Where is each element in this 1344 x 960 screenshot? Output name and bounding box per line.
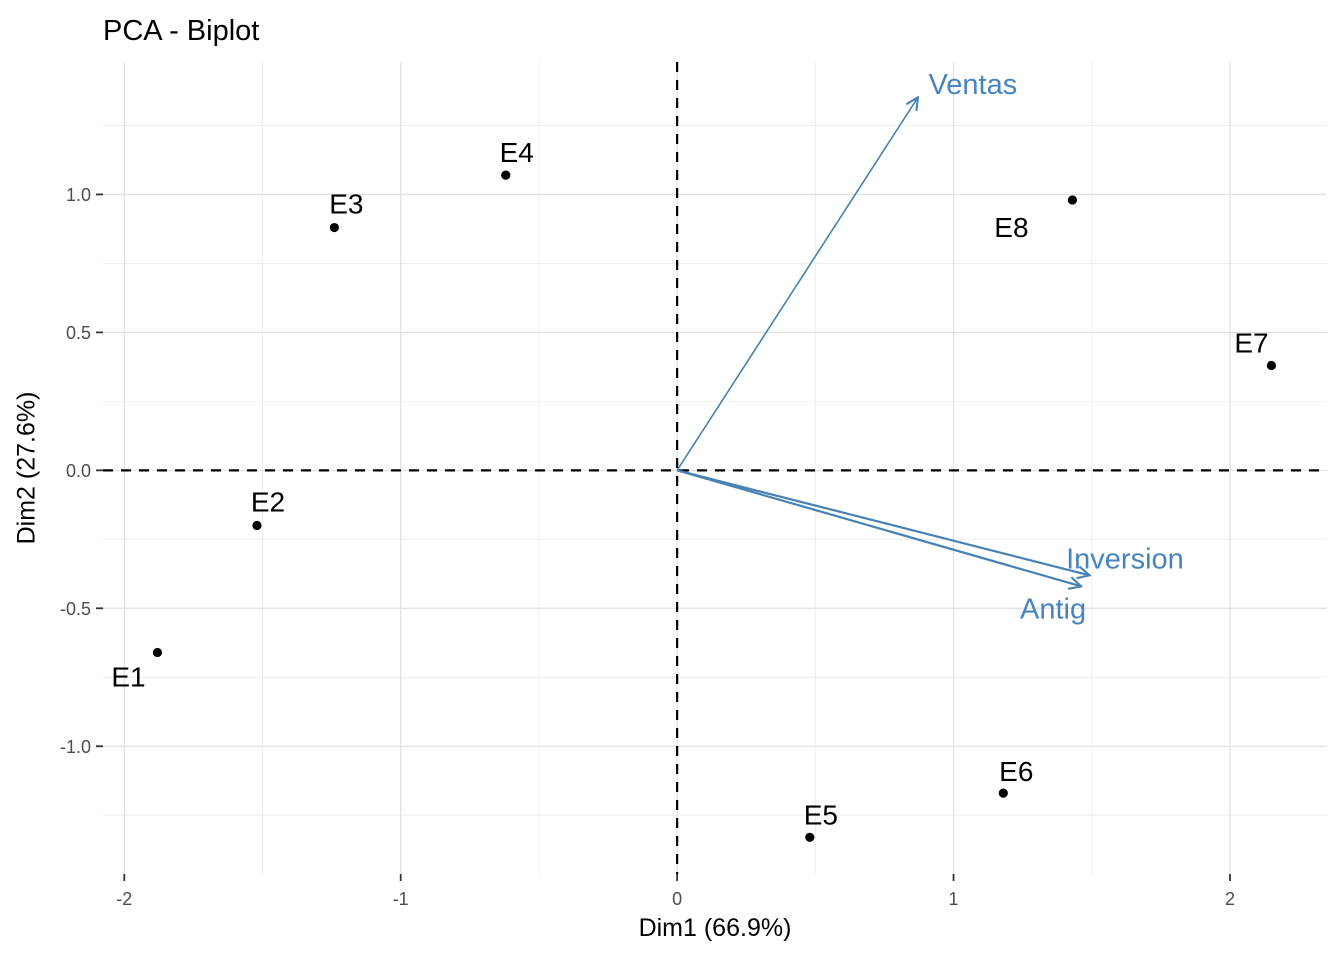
x-tick-label: 1	[949, 889, 959, 909]
data-point-e8	[1067, 195, 1078, 205]
x-tick-label: 2	[1225, 889, 1235, 909]
x-axis-title: Dim1 (66.9%)	[638, 914, 792, 942]
loading-arrow-inversion	[676, 469, 1089, 575]
point-label-e8: E8	[994, 212, 1028, 243]
data-point-e7	[1266, 360, 1277, 371]
point-label-e1: E1	[111, 661, 145, 692]
plot-title: PCA - Biplot	[103, 15, 260, 47]
loading-arrow-label-ventas: Ventas	[929, 69, 1018, 101]
y-tick-label: 0.0	[66, 461, 91, 481]
y-tick-label: -0.5	[60, 599, 91, 619]
loading-arrow-antig	[676, 469, 1081, 586]
data-point-e6	[998, 788, 1008, 798]
data-point-e5	[805, 832, 815, 842]
data-point-e2	[252, 520, 262, 531]
point-label-e2: E2	[251, 487, 285, 518]
y-tick-label: 1.0	[66, 185, 91, 205]
y-tick-label: 0.5	[66, 323, 91, 343]
data-point-e3	[329, 222, 339, 233]
point-label-e5: E5	[804, 799, 838, 830]
loading-arrow-label-inversion: Inversion	[1066, 544, 1184, 576]
y-tick-label: -1.0	[60, 737, 91, 757]
x-tick-label: -2	[116, 889, 132, 909]
x-tick-label: -1	[393, 889, 409, 909]
x-tick-label: 0	[672, 889, 682, 909]
data-point-e1	[152, 647, 163, 658]
point-label-e3: E3	[329, 189, 363, 220]
loading-arrow-label-antig: Antig	[1020, 593, 1086, 625]
point-label-e6: E6	[999, 756, 1033, 787]
data-point-e4	[501, 170, 511, 180]
point-label-e4: E4	[500, 137, 534, 168]
point-label-e7: E7	[1234, 327, 1268, 358]
loading-arrow-ventas	[676, 98, 917, 471]
